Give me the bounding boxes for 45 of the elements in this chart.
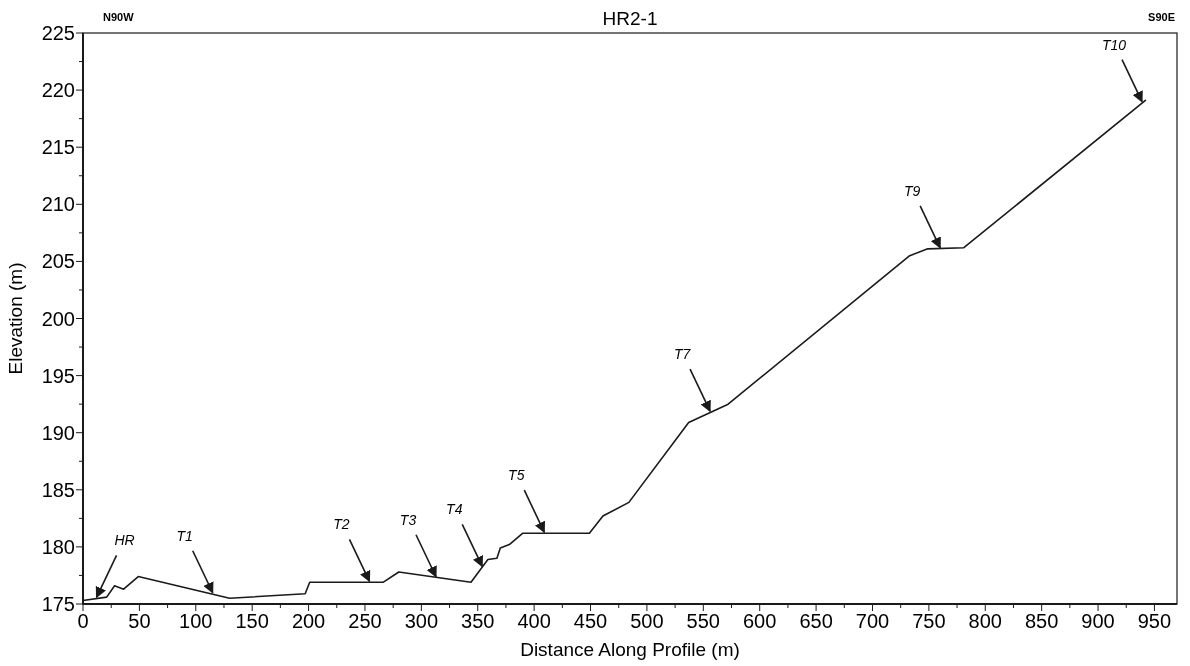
x-axis-title: Distance Along Profile (m) bbox=[520, 639, 740, 660]
y-tick-label: 225 bbox=[41, 22, 75, 44]
y-tick-label: 175 bbox=[41, 593, 75, 615]
y-tick-label: 185 bbox=[41, 478, 75, 501]
x-tick-label: 800 bbox=[968, 610, 1002, 632]
x-tick-label: 50 bbox=[128, 610, 151, 632]
y-tick-label: 200 bbox=[41, 307, 75, 330]
y-tick-label: 205 bbox=[41, 250, 75, 273]
annotation: T9 bbox=[903, 182, 921, 199]
annotation: T10 bbox=[1101, 36, 1127, 53]
x-tick-label: 0 bbox=[77, 610, 89, 632]
x-tick-label: 850 bbox=[1024, 610, 1059, 632]
x-tick-label: 500 bbox=[630, 610, 664, 632]
x-tick-label: 150 bbox=[235, 610, 269, 632]
y-tick-label: 190 bbox=[41, 421, 75, 444]
y-axis-title: Elevation (m) bbox=[5, 262, 26, 375]
x-tick-label: 200 bbox=[291, 610, 326, 632]
text: S90E bbox=[1148, 11, 1175, 23]
x-tick-label: 750 bbox=[912, 610, 946, 632]
annotation: T1 bbox=[176, 527, 193, 544]
x-tick-label: 400 bbox=[517, 610, 551, 632]
annotation: T3 bbox=[399, 511, 417, 528]
y-tick-label: 220 bbox=[41, 79, 75, 102]
x-tick-label: 300 bbox=[404, 610, 439, 632]
chart-title: HR2-1 bbox=[602, 8, 658, 29]
x-tick-label: 650 bbox=[799, 610, 833, 632]
x-tick-label: 900 bbox=[1081, 610, 1115, 632]
y-tick-label: 180 bbox=[41, 535, 75, 558]
annotation: T4 bbox=[446, 501, 463, 518]
annotation: T7 bbox=[673, 346, 692, 363]
y-tick-label: 215 bbox=[41, 136, 75, 159]
x-tick-label: 250 bbox=[348, 610, 382, 632]
x-tick-label: 100 bbox=[179, 610, 213, 632]
x-tick-label: 950 bbox=[1137, 610, 1172, 632]
x-tick-label: 450 bbox=[573, 610, 608, 632]
text: N90W bbox=[103, 11, 135, 23]
x-tick-label: 350 bbox=[461, 610, 495, 632]
annotation: T2 bbox=[333, 516, 350, 533]
y-tick-label: 210 bbox=[41, 193, 75, 216]
annotation: HR bbox=[114, 532, 135, 549]
annotation: T5 bbox=[508, 467, 525, 484]
x-tick-label: 600 bbox=[743, 610, 777, 632]
x-tick-label: 700 bbox=[855, 610, 890, 632]
y-tick-label: 195 bbox=[41, 364, 75, 387]
x-tick-label: 550 bbox=[686, 610, 720, 632]
